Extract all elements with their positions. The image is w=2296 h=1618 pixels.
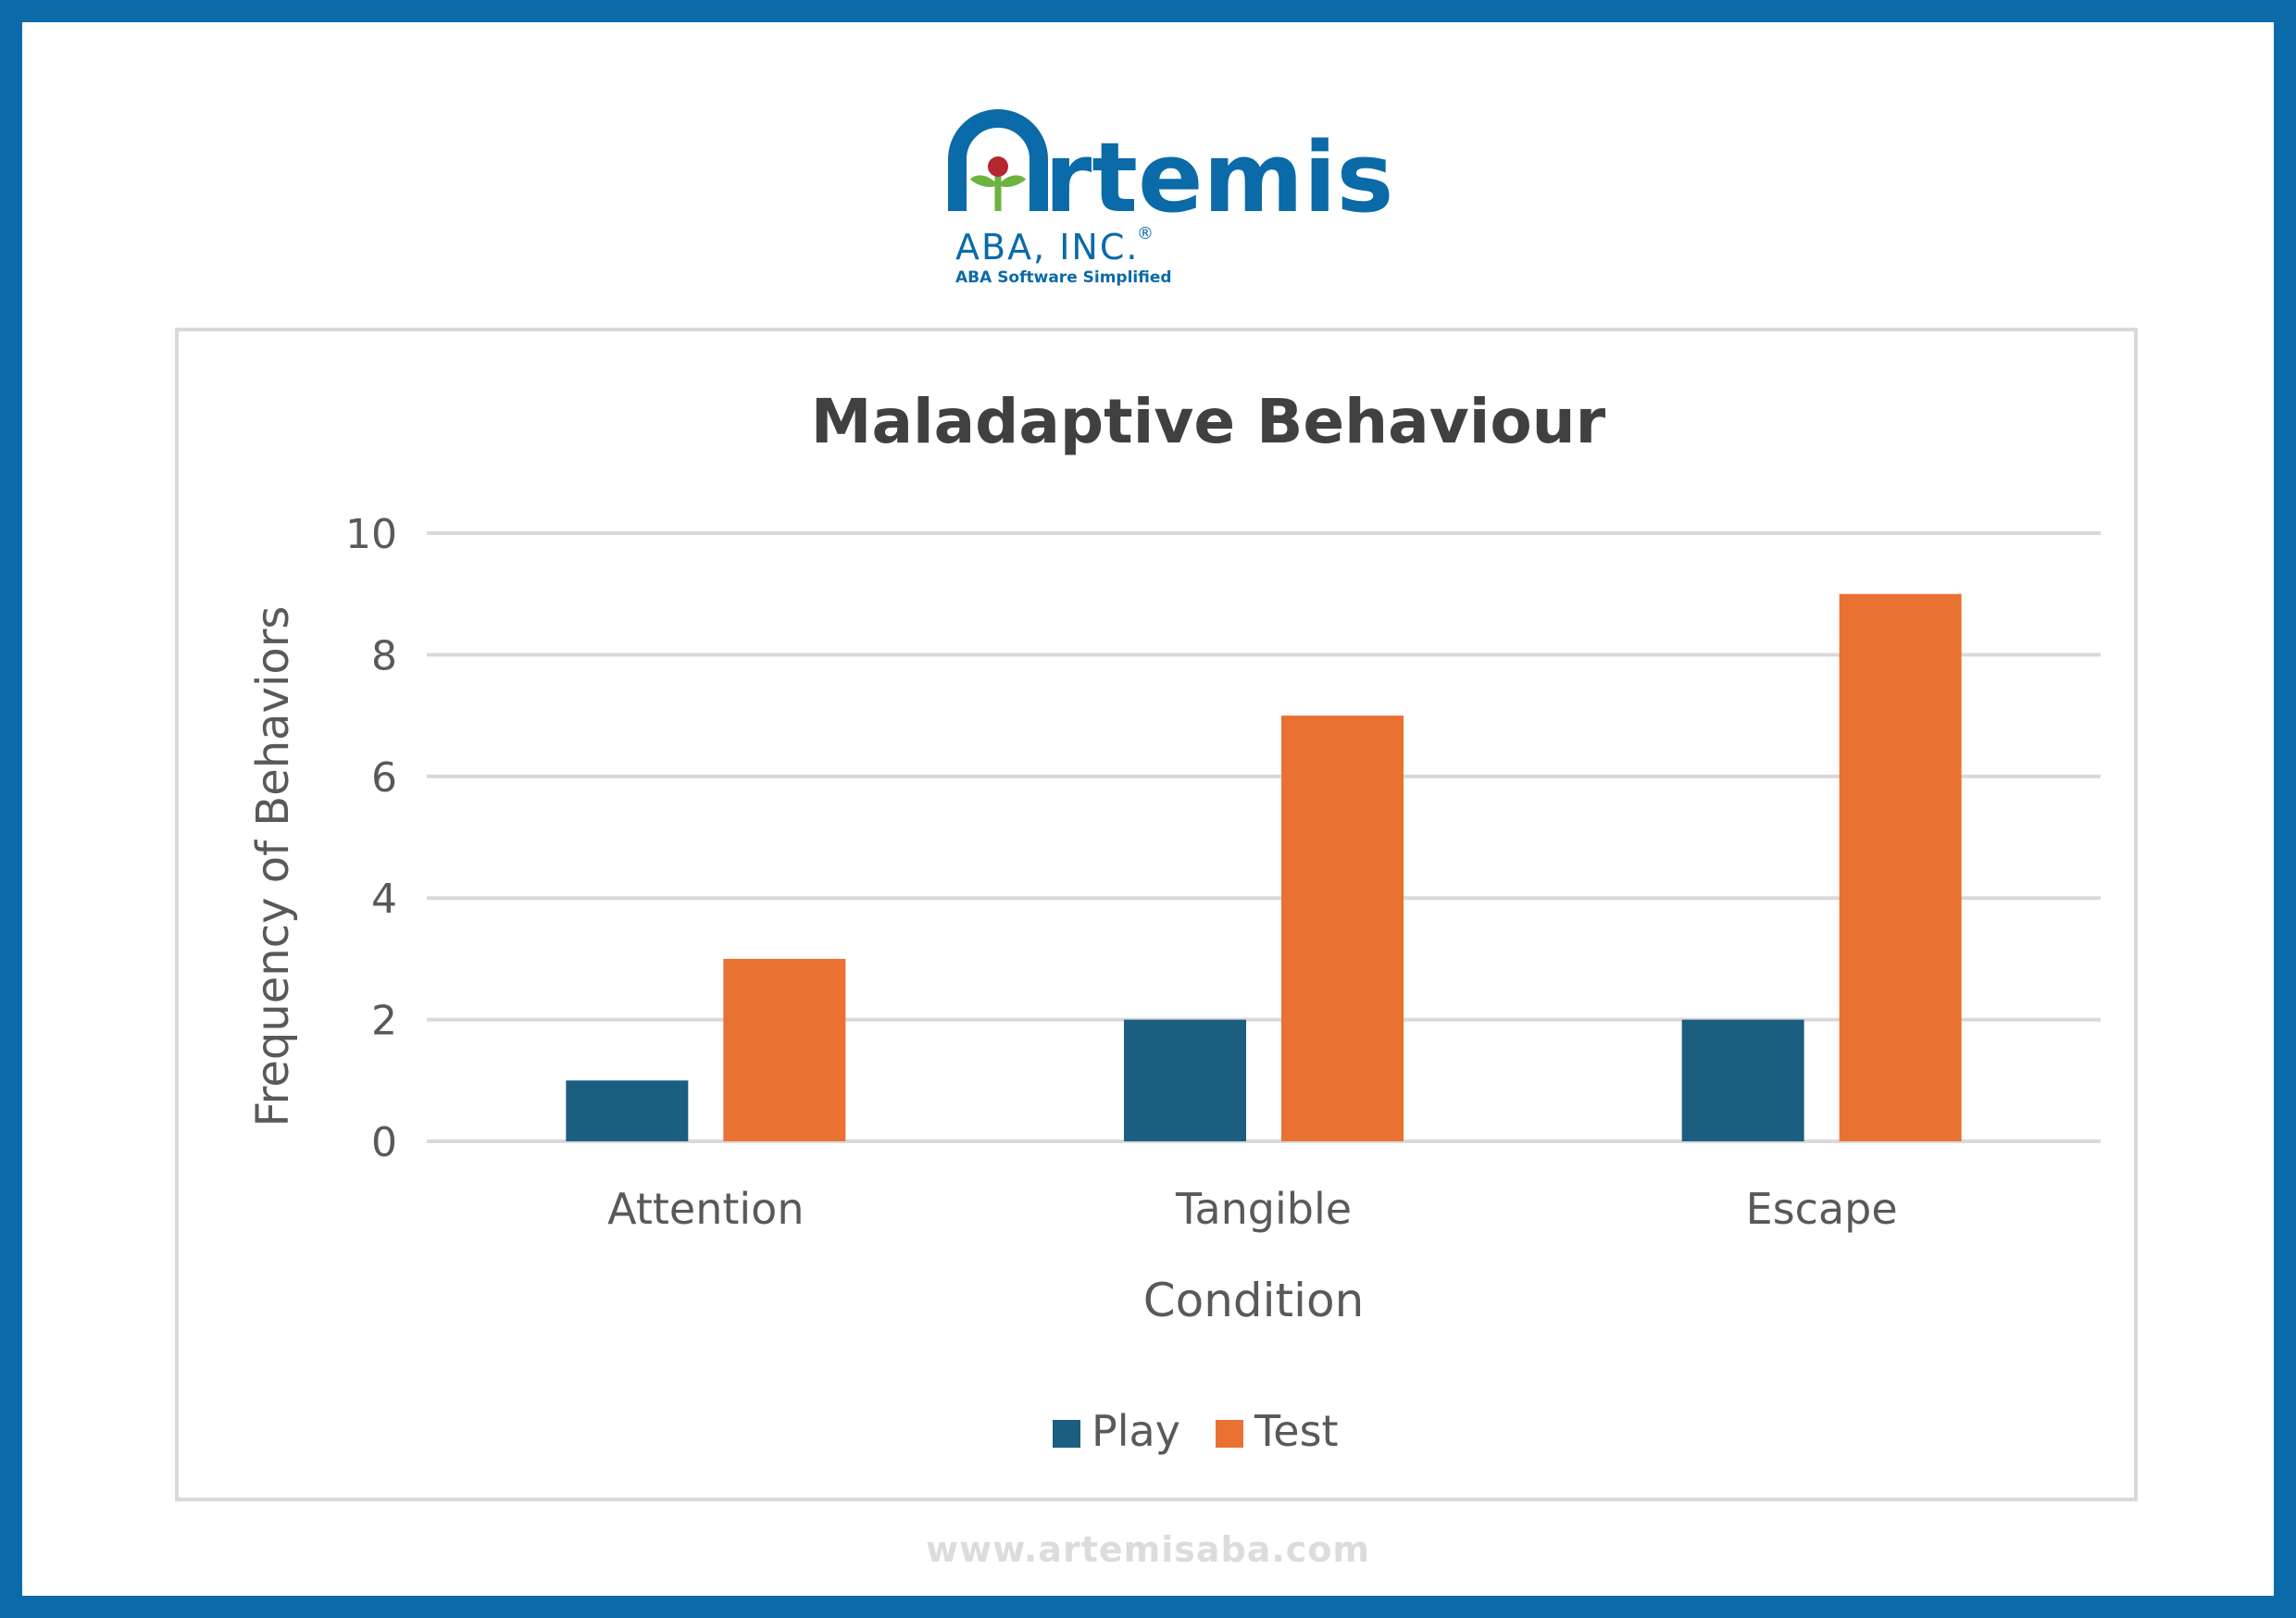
bar-play-tangible	[1124, 1019, 1246, 1141]
y-tick-label-4: 4	[371, 876, 397, 923]
bar-play-escape	[1681, 1019, 1804, 1141]
logo-tagline: ABA Software Simplified	[955, 268, 1172, 287]
logo-company: ABA, INC.	[955, 227, 1139, 268]
chart-title: Maladaptive Behaviour	[811, 386, 1606, 457]
chart-frame: Maladaptive Behaviour 0 2 4 6 8 10 Attention T…	[175, 328, 2138, 1501]
legend: Play Test	[1053, 1406, 1339, 1456]
logo-wordmark: rtemis	[1044, 121, 1393, 234]
bar-play-attention	[566, 1080, 689, 1141]
y-tick-label-6: 6	[371, 754, 397, 802]
logo-flower-icon	[988, 156, 1008, 177]
footer-url[interactable]: www.artemisaba.com	[925, 1529, 1371, 1570]
legend-label-play: Play	[1092, 1406, 1180, 1456]
legend-label-test: Test	[1254, 1406, 1339, 1456]
logo-leaf-left-icon	[970, 175, 998, 187]
bar-chart: Maladaptive Behaviour 0 2 4 6 8 10 Attention T…	[247, 386, 2101, 1456]
page: rtemis ABA, INC. ® ABA Software Simplifi…	[22, 22, 2274, 1596]
artemis-logo: rtemis ABA, INC. ® ABA Software Simplifi…	[948, 109, 1393, 287]
x-tick-label-tangible: Tangible	[1175, 1184, 1352, 1234]
y-tick-label-2: 2	[371, 998, 397, 1045]
bar-test-tangible	[1281, 716, 1404, 1141]
y-tick-label-10: 10	[345, 511, 397, 558]
logo-arch-icon	[948, 109, 1048, 211]
bar-test-escape	[1839, 593, 1962, 1141]
y-tick-label-8: 8	[371, 632, 397, 679]
y-axis-label: Frequency of Behaviors	[247, 606, 299, 1127]
x-tick-label-attention: Attention	[607, 1184, 804, 1234]
x-axis-label: Condition	[1143, 1274, 1365, 1327]
bar-test-attention	[723, 958, 846, 1141]
x-tick-label-escape: Escape	[1746, 1184, 1898, 1234]
y-tick-label-0: 0	[371, 1119, 397, 1166]
legend-swatch-test	[1216, 1420, 1243, 1448]
legend-swatch-play	[1053, 1420, 1080, 1448]
logo-registered-mark: ®	[1137, 224, 1154, 243]
logo-leaf-right-icon	[998, 175, 1026, 187]
